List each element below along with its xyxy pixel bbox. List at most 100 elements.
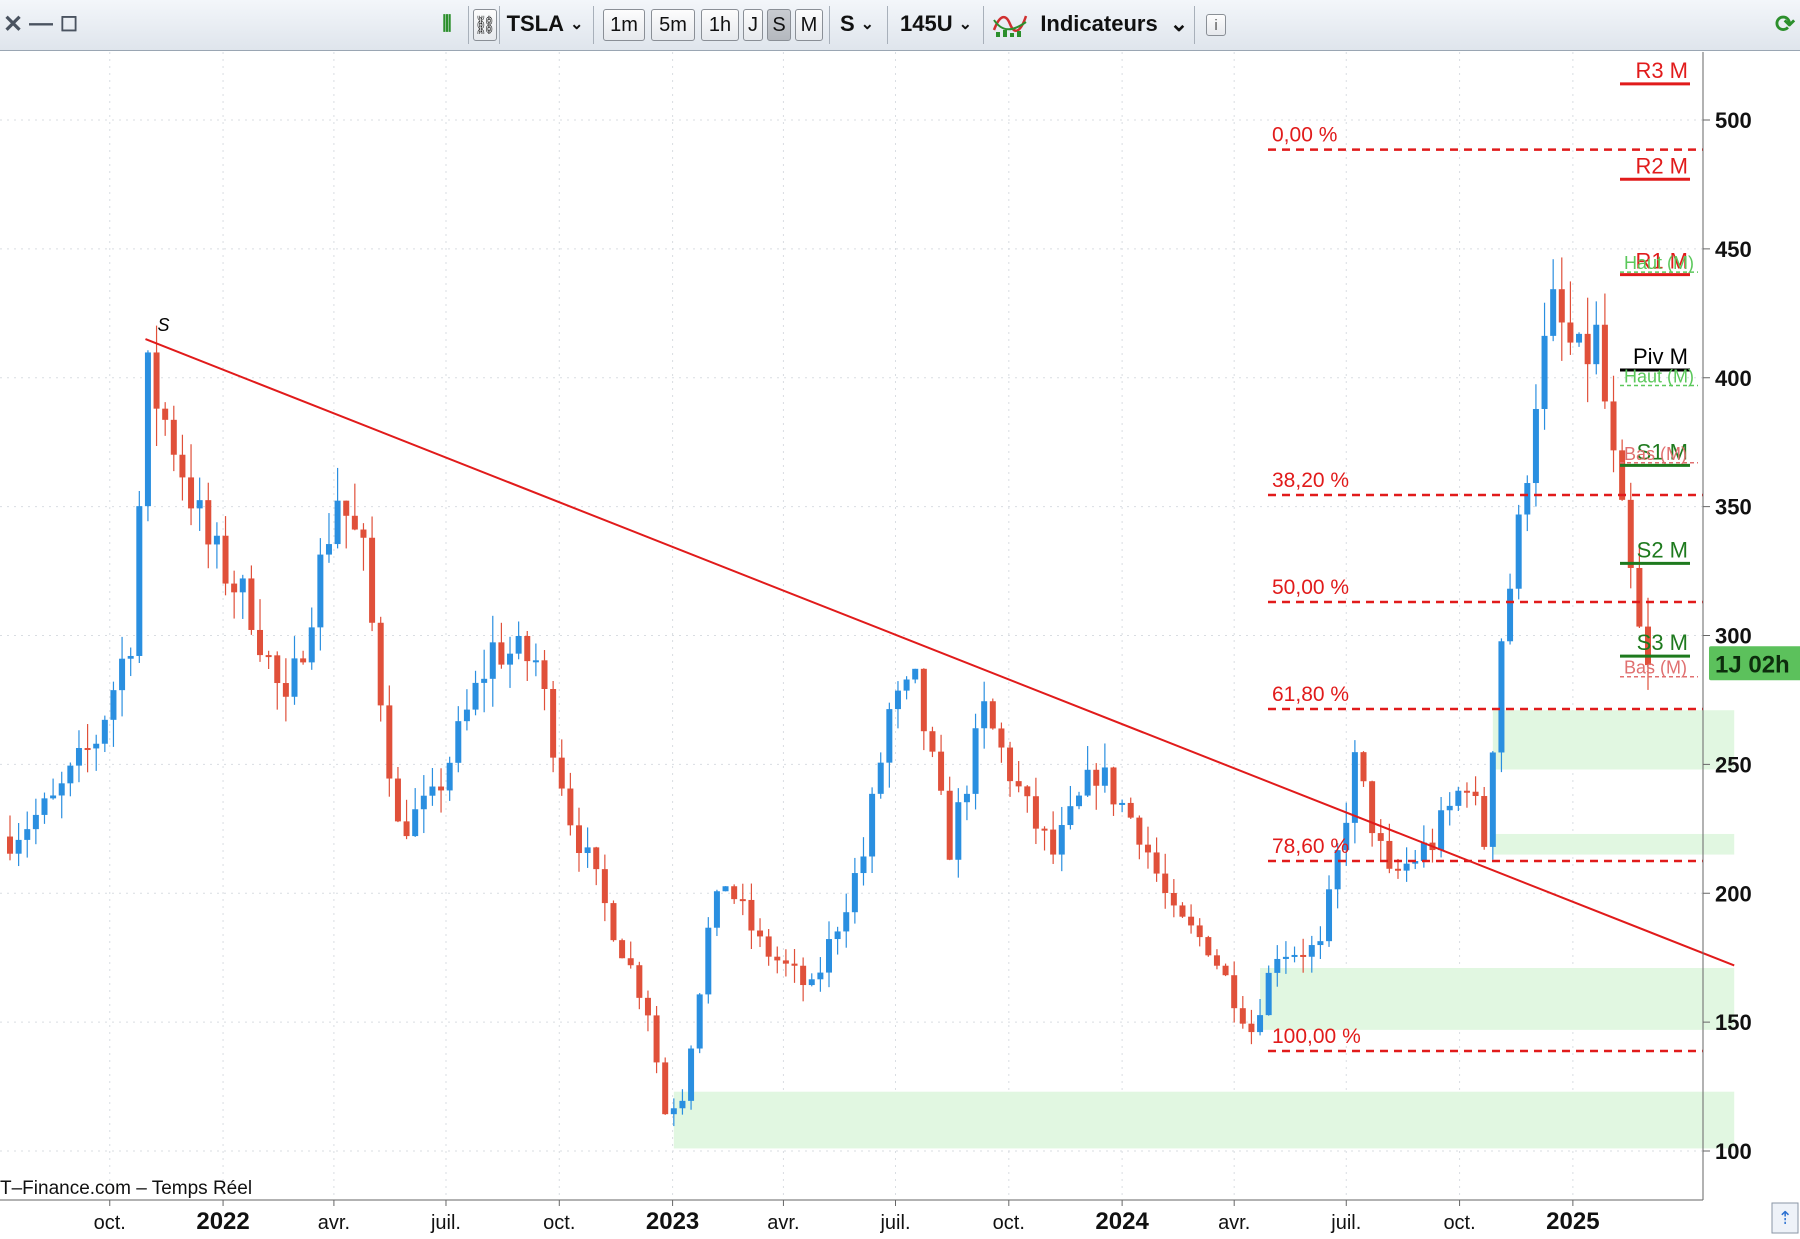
candle-body: [1024, 786, 1031, 797]
symbol-select[interactable]: TSLA ⌄: [505, 9, 585, 39]
high-low-label: Bas (M): [1624, 444, 1687, 464]
candle-body: [196, 500, 203, 509]
candle-body: [1317, 941, 1324, 946]
x-tick-label: 2025: [1546, 1208, 1599, 1235]
fibonacci-label: 61,80 %: [1272, 683, 1349, 706]
y-tick-label: 400: [1715, 366, 1752, 391]
period-select[interactable]: S ⌄: [833, 9, 881, 39]
info-icon[interactable]: i: [1206, 14, 1226, 36]
y-tick-label: 500: [1715, 108, 1752, 133]
timeframe-1h-button[interactable]: 1h: [701, 9, 739, 41]
x-tick-label: avr.: [318, 1212, 350, 1234]
candle-body: [1636, 567, 1643, 627]
trendline-line: [145, 338, 1735, 967]
candle-body: [455, 721, 462, 763]
indicators-button[interactable]: Indicateurs: [1040, 11, 1158, 36]
timeframe-m-button[interactable]: M: [795, 9, 823, 41]
chevron-down-icon: ⌄: [860, 16, 875, 33]
candle-body: [869, 793, 876, 857]
candle-body: [1532, 408, 1539, 484]
x-tick-label: oct.: [993, 1212, 1025, 1234]
chevron-down-icon: ⌄: [1169, 11, 1189, 36]
candle-body: [84, 748, 91, 751]
timeframe-s-button[interactable]: S: [767, 9, 791, 41]
candle-body: [170, 419, 177, 455]
fibonacci-label: 100,00 %: [1272, 1025, 1361, 1048]
maximize-icon[interactable]: ☐: [60, 13, 78, 36]
x-tick-label: oct.: [94, 1212, 126, 1234]
chart-grid: [0, 52, 1703, 1200]
candle-body: [239, 578, 246, 593]
candle-body: [282, 683, 289, 697]
x-tick-label: oct.: [543, 1212, 575, 1234]
candle-body: [1110, 767, 1117, 805]
candle-body: [972, 728, 979, 794]
timeframe-j-button[interactable]: J: [743, 9, 763, 41]
candle-body: [291, 658, 298, 697]
candle-body: [1015, 781, 1022, 787]
candle-body: [1438, 810, 1445, 851]
candle-body: [308, 627, 315, 663]
high-low-label: Haut (M): [1624, 366, 1694, 386]
y-tick-label: 350: [1715, 495, 1752, 520]
candle-body: [32, 814, 39, 830]
candle-body: [1041, 828, 1048, 831]
link-icon[interactable]: ⛓: [473, 9, 497, 41]
candle-body: [567, 788, 574, 826]
scroll-up-glyph: ⇡: [1777, 1208, 1792, 1229]
candle-body: [257, 629, 264, 656]
pivot-levels: R3 M R2 M R1 M Piv M S1 M S2 M S3 M: [1620, 58, 1690, 658]
minimize-icon[interactable]: —: [29, 10, 53, 37]
candle-body: [679, 1100, 686, 1109]
candle-body: [1188, 916, 1195, 926]
pivot-label: R3 M: [1635, 58, 1688, 83]
candle-body: [981, 701, 988, 729]
units-select[interactable]: 145U ⌄: [891, 9, 981, 39]
candle-body: [610, 903, 617, 941]
chart-toolbar: ✕ — ☐ ⫴ ⛓ TSLA ⌄ 1m 5m 1h J S M S ⌄ 145U ⌄ …: [0, 0, 1800, 51]
x-tick-label: avr.: [767, 1212, 799, 1234]
indicators-icon[interactable]: [990, 9, 1030, 39]
candle-body: [394, 778, 401, 822]
fibonacci-label: 78,60 %: [1272, 835, 1349, 858]
candlestick-type-icon[interactable]: ⫴: [442, 11, 452, 36]
y-tick-label: 250: [1715, 752, 1752, 777]
candle-body: [472, 682, 479, 710]
candle-body: [1136, 817, 1143, 845]
timeframe-5m-button[interactable]: 5m: [651, 9, 695, 41]
indicators-dropdown[interactable]: ⌄: [1166, 9, 1192, 39]
candle-body: [15, 839, 22, 854]
candle-body: [1300, 954, 1307, 957]
candle-body: [75, 748, 82, 766]
candle-body: [248, 578, 255, 630]
candle-body: [1455, 790, 1462, 806]
candle-body: [843, 912, 850, 932]
y-tick-label: 300: [1715, 624, 1752, 649]
candle-body: [403, 821, 410, 837]
candle-body: [1231, 975, 1238, 1009]
candle-body: [1472, 791, 1479, 797]
candle-body: [1153, 852, 1160, 874]
candle-body: [851, 873, 858, 913]
candle-body: [231, 583, 238, 593]
scroll-up-icon: [1771, 1202, 1799, 1234]
candle-body: [7, 836, 13, 854]
support-zones: [673, 710, 1735, 1149]
candle-body: [739, 899, 746, 902]
candle-body: [1584, 333, 1591, 365]
y-tick-label: 150: [1715, 1010, 1752, 1035]
candle-body: [1567, 322, 1574, 343]
candle-body: [1257, 1015, 1264, 1033]
candle-body: [360, 529, 367, 538]
candle-body: [696, 994, 703, 1049]
candle-body: [1420, 842, 1427, 862]
candle-body: [593, 847, 600, 870]
candle-body: [757, 930, 764, 937]
timeframe-1m-button[interactable]: 1m: [603, 9, 645, 41]
candle-body: [1481, 796, 1488, 847]
support-zone: [1492, 833, 1735, 855]
close-icon[interactable]: ✕: [2, 10, 24, 38]
refresh-icon[interactable]: ⟳: [1774, 10, 1796, 38]
candle-body: [1308, 945, 1315, 957]
candle-body: [489, 642, 496, 679]
